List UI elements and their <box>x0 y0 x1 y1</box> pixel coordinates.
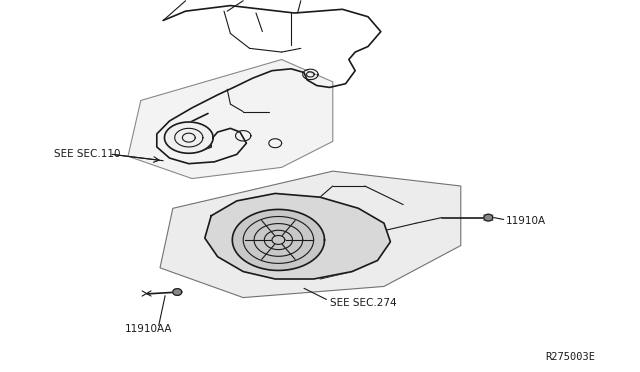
Text: SEE SEC.274: SEE SEC.274 <box>330 298 396 308</box>
Polygon shape <box>128 60 333 179</box>
Text: SEE SEC.110: SEE SEC.110 <box>54 150 121 159</box>
Text: R275003E: R275003E <box>545 352 595 362</box>
Text: 11910AA: 11910AA <box>125 324 172 334</box>
Polygon shape <box>173 289 182 295</box>
Polygon shape <box>484 214 493 221</box>
Text: 11910A: 11910A <box>506 217 546 226</box>
Polygon shape <box>205 193 390 279</box>
Polygon shape <box>164 122 213 153</box>
Polygon shape <box>160 171 461 298</box>
Polygon shape <box>232 209 324 270</box>
